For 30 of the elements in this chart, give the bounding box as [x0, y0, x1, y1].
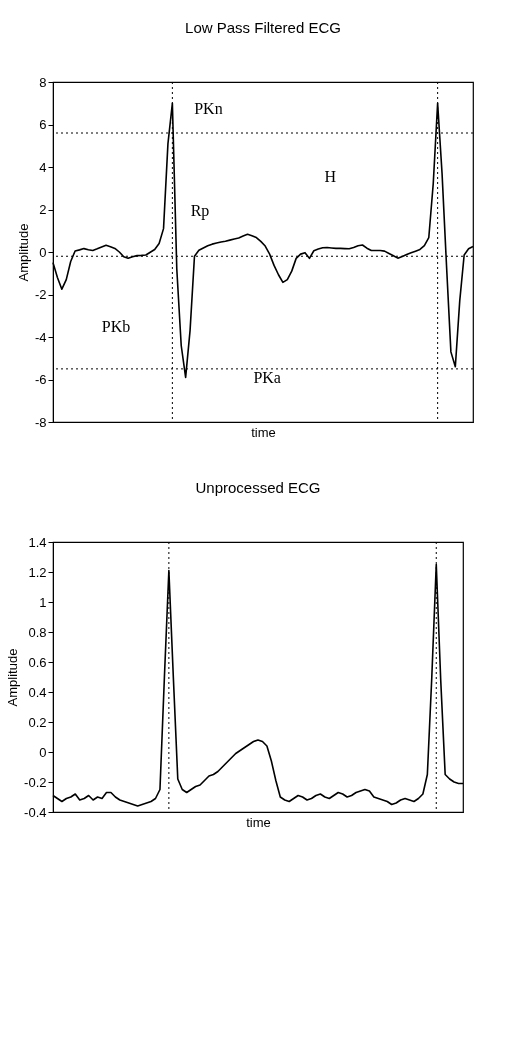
annotation: PKb: [101, 317, 131, 335]
y-axis-title: Amplitude: [15, 223, 31, 282]
y-tick-label: 0.4: [28, 684, 47, 700]
annotation: H: [324, 168, 337, 186]
y-tick-label: 1: [39, 594, 47, 610]
annotation: Rp: [190, 202, 210, 221]
x-axis-title: time: [251, 424, 276, 440]
y-tick-label: -6: [34, 372, 47, 387]
y-tick-label: 1.4: [28, 534, 47, 550]
y-tick-label: -2: [34, 287, 47, 302]
y-tick-label: -8: [34, 414, 47, 430]
y-axis-title: Amplitude: [5, 648, 21, 707]
y-tick-label: 6: [39, 117, 47, 132]
y-tick-label: 1.2: [28, 564, 47, 580]
y-tick-label: 0: [39, 244, 47, 260]
y-tick-label: -0.2: [24, 774, 47, 790]
y-tick-label: 0: [39, 744, 47, 760]
chart-title: Low Pass Filtered ECG: [185, 19, 341, 36]
annotation: PKa: [253, 368, 281, 386]
y-tick-label: -0.4: [24, 804, 47, 820]
x-axis-title: time: [246, 814, 271, 830]
y-tick-label: 2: [39, 202, 47, 217]
y-tick-label: -4: [34, 329, 47, 345]
y-tick-label: 8: [39, 74, 47, 90]
y-tick-label: 0.2: [28, 714, 47, 730]
y-tick-label: 0.8: [28, 624, 47, 640]
y-tick-label: 0.6: [28, 654, 47, 670]
chart-title: Unprocessed ECG: [195, 479, 321, 496]
annotation: PKn: [194, 100, 223, 118]
y-tick-label: 4: [39, 159, 47, 175]
